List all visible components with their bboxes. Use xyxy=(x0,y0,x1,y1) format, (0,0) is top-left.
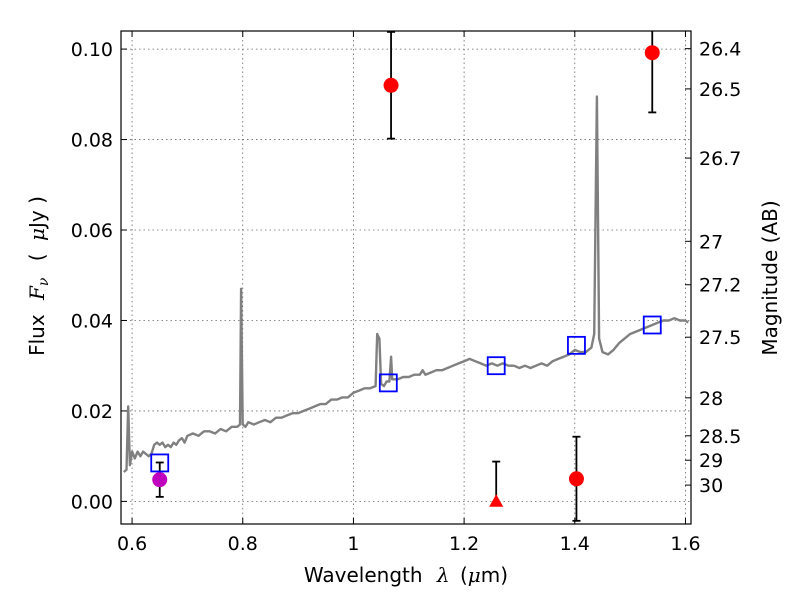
marker-layer xyxy=(150,31,662,522)
x-tick-label: 1.6 xyxy=(670,533,700,555)
data-point-square xyxy=(486,356,506,376)
y-axis-label-unit-mu: μ xyxy=(25,228,49,241)
data-point-square xyxy=(567,335,586,355)
spectrum-layer xyxy=(123,95,689,473)
y2-tick-label: 26.5 xyxy=(699,79,741,101)
y2-tick-label: 30 xyxy=(699,475,723,497)
y2-tick-label: 28 xyxy=(699,388,723,410)
x-axis-label-unit-rest: m) xyxy=(481,563,508,587)
plot-frame xyxy=(120,30,692,525)
y-tick-label: 0.08 xyxy=(71,130,113,152)
data-point-circle xyxy=(568,471,584,487)
x-axis-label-unit-open: ( xyxy=(460,563,468,587)
y2-tick-label: 27.5 xyxy=(699,327,741,349)
y-axis-label-subscript: ν xyxy=(36,277,52,286)
y-axis-label: Flux Fν ( μJy ) xyxy=(25,196,53,356)
y2-tick-label: 27.2 xyxy=(699,275,741,297)
y2-tick-label: 28.5 xyxy=(699,426,741,448)
x-axis-label-text: Wavelength xyxy=(304,563,423,587)
y2-tick-label: 29 xyxy=(699,450,723,472)
y-axis-label-symbol: F xyxy=(25,285,49,301)
grid-layer xyxy=(121,31,691,524)
data-point-square xyxy=(150,453,170,473)
y-tick-label: 0.04 xyxy=(71,310,113,332)
x-tick-label: 1 xyxy=(347,533,359,555)
data-point-triangle xyxy=(489,494,504,507)
data-point-square xyxy=(642,315,662,335)
x-axis-label: Wavelength λ (μm) xyxy=(304,563,508,587)
y2-axis-label: Magnitude (AB) xyxy=(758,200,782,355)
data-point-circle xyxy=(644,45,660,61)
y2-tick-label: 26.7 xyxy=(699,148,741,170)
y-axis-label-unit-rest: Jy ) xyxy=(25,196,49,230)
y-axis-label-unit-open: ( xyxy=(25,253,49,261)
data-point-circle xyxy=(152,472,168,488)
spectrum-line xyxy=(123,95,689,473)
y-tick-label: 0.10 xyxy=(71,39,113,61)
y2-tick-label: 26.4 xyxy=(699,39,741,61)
y-axis-label-text: Flux xyxy=(25,314,49,356)
x-tick-label: 0.8 xyxy=(228,533,258,555)
x-axis-label-unit-mu: μ xyxy=(468,563,481,587)
x-tick-label: 0.6 xyxy=(117,533,147,555)
x-tick-label: 1.2 xyxy=(449,533,479,555)
y2-tick-label: 27 xyxy=(699,231,723,253)
y-tick-label: 0.00 xyxy=(71,491,113,513)
data-point-square xyxy=(378,373,398,393)
x-axis-label-symbol: λ xyxy=(436,563,450,587)
y-tick-label: 0.06 xyxy=(71,220,113,242)
tick-layer: 0.6 0.8 1 1.2 1.4 1.6 0.00 0.02 0.04 0.06 0.08 0.10… xyxy=(71,31,741,555)
y-tick-label: 0.02 xyxy=(71,401,113,423)
x-tick-label: 1.4 xyxy=(560,533,590,555)
data-point-circle xyxy=(383,77,399,93)
